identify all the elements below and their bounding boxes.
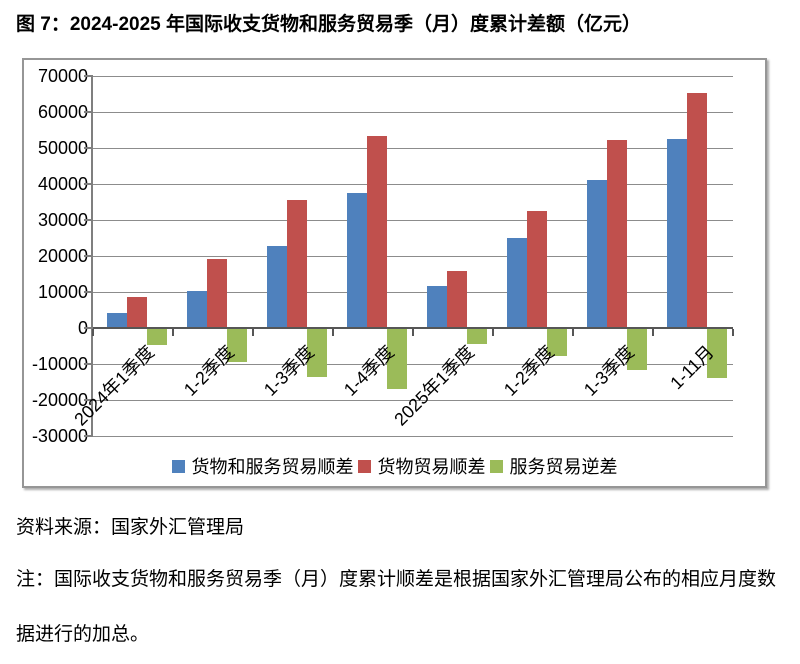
legend-label: 服务贸易逆差 <box>509 457 618 477</box>
y-axis-label: 50000 <box>37 138 88 158</box>
chart-bar <box>227 329 247 362</box>
gridline <box>93 219 733 221</box>
x-axis-tick <box>652 329 654 336</box>
x-axis-tick <box>572 329 574 336</box>
chart-bar <box>287 199 307 328</box>
y-axis-tick <box>84 111 93 113</box>
chart-bar <box>447 270 467 328</box>
y-axis-label: -20000 <box>31 390 88 410</box>
chart-bar <box>667 139 687 328</box>
chart-bar <box>127 296 147 328</box>
y-axis-label: 10000 <box>37 282 88 302</box>
gridline <box>93 111 733 113</box>
y-axis-label: 70000 <box>37 66 88 86</box>
y-axis-tick <box>84 75 93 77</box>
chart-bar <box>307 329 327 377</box>
chart-frame: 2024年1季度 1-2季度 1-3季度 1-4季度 2025年1季度 1-2季度 1-3季… <box>22 58 767 488</box>
legend-item: 服务贸易逆差 <box>489 453 618 479</box>
gridline <box>93 75 733 77</box>
y-axis-label: -10000 <box>31 354 88 374</box>
note-line-2: 据进行的加总。 <box>16 624 150 645</box>
x-axis-tick <box>332 329 334 336</box>
chart-bar <box>187 290 207 328</box>
chart-bar <box>367 135 387 328</box>
gridline <box>93 399 733 401</box>
chart-bar <box>607 140 627 328</box>
chart-legend: 货物和服务贸易顺差 货物贸易顺差 服务贸易逆差 <box>24 454 765 478</box>
y-axis-tick <box>84 399 93 401</box>
chart-bar <box>387 329 407 389</box>
gridline <box>93 183 733 185</box>
gridline <box>93 291 733 293</box>
chart-bar <box>507 237 527 328</box>
gridline <box>93 255 733 257</box>
legend-item: 货物和服务贸易顺差 <box>171 453 354 479</box>
y-axis-tick <box>84 327 93 329</box>
chart-bar <box>527 211 547 328</box>
y-axis-label: 20000 <box>37 246 88 266</box>
y-axis-label: 40000 <box>37 174 88 194</box>
chart-bar <box>147 329 167 345</box>
chart-bar <box>427 285 447 328</box>
x-axis-tick <box>412 329 414 336</box>
x-axis-tick <box>732 329 734 336</box>
gridline <box>93 147 733 149</box>
note-paragraph: 注：国际收支货物和服务贸易季（月）度累计顺差是根据国家外汇管理局公布的相应月度数… <box>16 552 800 662</box>
legend-swatch <box>489 459 503 473</box>
legend-swatch <box>357 459 371 473</box>
source-line: 资料来源：国家外汇管理局 <box>16 517 245 538</box>
legend-swatch <box>171 459 185 473</box>
chart-bar <box>107 312 127 328</box>
y-axis-tick <box>84 219 93 221</box>
chart-bar <box>207 259 227 328</box>
note-line-1: 注：国际收支货物和服务贸易季（月）度累计顺差是根据国家外汇管理局公布的相应月度数 <box>16 569 777 590</box>
y-axis-label: 30000 <box>37 210 88 230</box>
gridline <box>93 435 733 437</box>
legend-item: 货物贸易顺差 <box>357 453 486 479</box>
x-axis-tick <box>252 329 254 336</box>
y-axis-label: 0 <box>77 318 88 338</box>
y-axis-tick <box>84 435 93 437</box>
y-axis-label: -30000 <box>31 426 88 446</box>
y-axis-label: 60000 <box>37 102 88 122</box>
x-axis-tick <box>92 329 94 336</box>
y-axis-tick <box>84 183 93 185</box>
x-axis-line <box>93 327 733 329</box>
y-axis-tick <box>84 255 93 257</box>
legend-label: 货物贸易顺差 <box>377 457 486 477</box>
gridline <box>93 363 733 365</box>
chart-bar <box>267 246 287 328</box>
y-axis-tick <box>84 147 93 149</box>
x-axis-label: 1-2季度 <box>499 341 558 400</box>
x-axis-tick <box>492 329 494 336</box>
x-axis-tick <box>172 329 174 336</box>
chart-bar <box>547 329 567 356</box>
chart-bar <box>707 329 727 378</box>
legend-label: 货物和服务贸易顺差 <box>191 457 354 477</box>
x-axis-label: 1-2季度 <box>179 341 238 400</box>
plot-area: 2024年1季度 1-2季度 1-3季度 1-4季度 2025年1季度 1-2季度 1-3季… <box>70 75 734 437</box>
chart-bar <box>467 329 487 345</box>
chart-bar <box>687 93 707 328</box>
y-axis-tick <box>84 363 93 365</box>
chart-bar <box>587 179 607 328</box>
chart-bar <box>627 329 647 371</box>
y-axis-tick <box>84 291 93 293</box>
chart-bar <box>347 193 367 328</box>
figure-title: 图 7：2024-2025 年国际收支货物和服务贸易季（月）度累计差额（亿元） <box>16 14 641 35</box>
